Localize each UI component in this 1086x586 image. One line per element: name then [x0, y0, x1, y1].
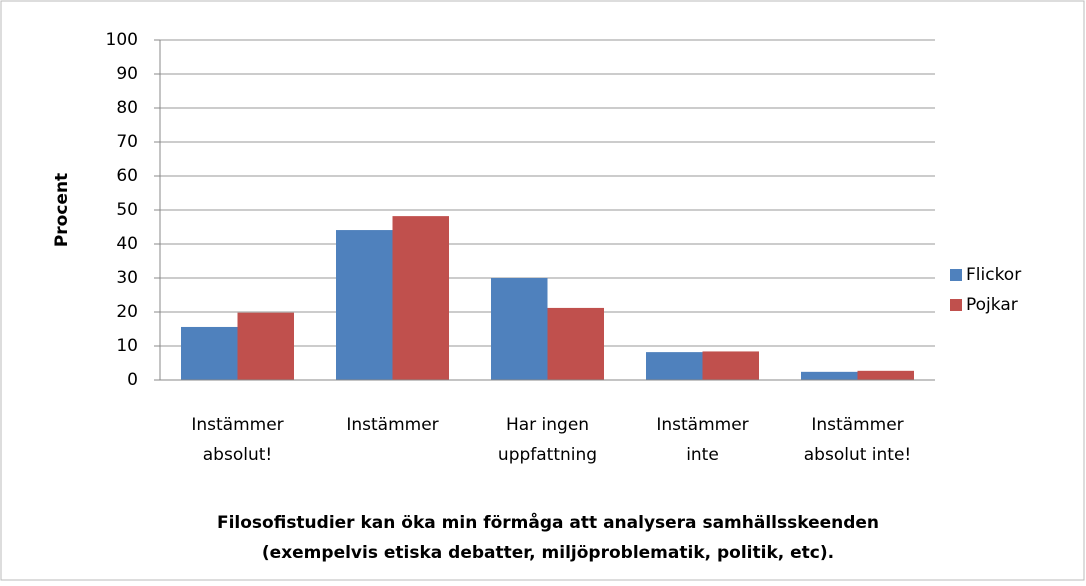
y-tick-label: 80 — [116, 98, 138, 118]
y-tick-label: 0 — [127, 370, 138, 390]
bar — [336, 230, 393, 380]
legend-label: Pojkar — [966, 295, 1018, 315]
y-tick-label: 60 — [116, 166, 138, 186]
bar — [392, 216, 449, 380]
legend-swatch — [950, 299, 962, 311]
bar — [646, 352, 703, 380]
legend-label: Flickor — [966, 265, 1021, 285]
y-tick-label: 90 — [116, 64, 138, 84]
x-tick-label: absolut! — [203, 445, 272, 465]
bar — [237, 312, 294, 380]
bar — [181, 326, 238, 380]
y-tick-label: 100 — [106, 30, 138, 50]
y-tick-label: 40 — [116, 234, 138, 254]
x-tick-label: Instämmer — [656, 415, 748, 435]
x-tick-label: Instämmer — [191, 415, 283, 435]
y-tick-label: 20 — [116, 302, 138, 322]
y-axis-label: Procent — [52, 173, 72, 247]
bar — [801, 371, 858, 380]
bar — [857, 370, 914, 380]
bar — [491, 278, 548, 380]
legend-swatch — [950, 269, 962, 281]
x-tick-label: Instämmer — [346, 415, 438, 435]
x-axis-label: Filosofistudier kan öka min förmåga att … — [217, 511, 879, 533]
x-axis-label: (exempelvis etiska debatter, miljöproble… — [262, 543, 834, 563]
x-tick-label: Har ingen — [506, 415, 589, 435]
x-tick-label: Instämmer — [811, 415, 903, 435]
y-tick-label: 30 — [116, 268, 138, 288]
x-tick-label: uppfattning — [498, 445, 597, 465]
x-tick-label: inte — [686, 445, 719, 465]
y-tick-label: 50 — [116, 200, 138, 220]
y-tick-label: 70 — [116, 132, 138, 152]
bar — [702, 351, 759, 380]
x-tick-label: absolut inte! — [804, 445, 911, 465]
bar — [547, 307, 604, 380]
y-tick-label: 10 — [116, 336, 138, 356]
